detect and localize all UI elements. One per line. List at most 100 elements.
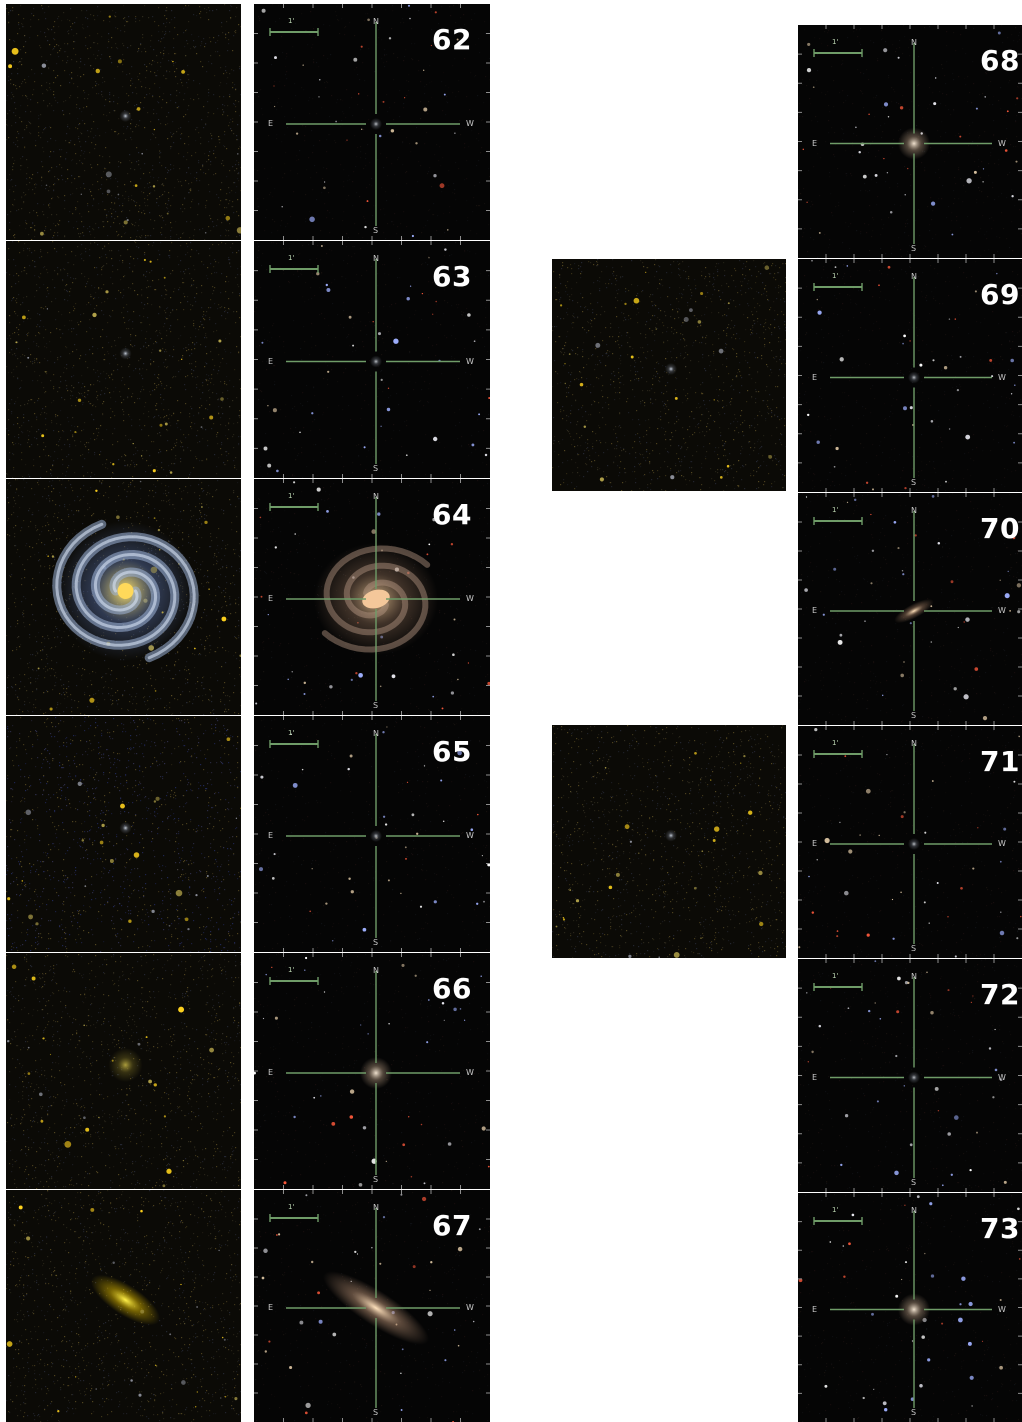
sdss-image <box>254 241 490 478</box>
galaxy <box>90 1274 161 1326</box>
crosshair <box>813 744 992 944</box>
galaxy <box>370 355 382 368</box>
star-field <box>804 495 1022 721</box>
star-field <box>8 15 241 236</box>
galex-panel-65 <box>6 716 241 952</box>
frame-ticks <box>798 259 1022 492</box>
frame-ticks <box>254 716 490 952</box>
star-field <box>802 31 1019 236</box>
galex-panel-64 <box>6 479 241 715</box>
star-field <box>7 737 241 931</box>
star-field <box>261 4 459 238</box>
galex-image <box>6 4 241 240</box>
galaxy <box>665 363 677 375</box>
north-label: N <box>373 1203 379 1212</box>
star-field <box>261 1193 481 1422</box>
sdss-image <box>254 1190 490 1422</box>
sky-noise <box>798 493 1022 725</box>
frame-ticks <box>254 241 490 478</box>
galaxy <box>908 1071 920 1084</box>
star-field <box>261 245 490 473</box>
south-label: S <box>911 711 917 720</box>
sdss-image <box>254 479 490 715</box>
sky-noise <box>254 716 490 952</box>
east-label: E <box>812 1072 818 1082</box>
star-field <box>798 728 1022 958</box>
north-label: N <box>373 17 379 26</box>
crosshair <box>269 22 460 226</box>
galex-image <box>6 241 241 478</box>
scale-bar-label: 1' <box>832 1206 839 1214</box>
frame-ticks <box>798 1193 1022 1422</box>
scale-bar-label: 1' <box>832 972 839 980</box>
west-label: W <box>998 606 1006 615</box>
sky-noise <box>798 260 1022 492</box>
sdss-panel-63: 63 N S E W 1' <box>254 241 490 478</box>
scale-bar-label: 1' <box>832 739 839 747</box>
north-label: N <box>911 272 917 281</box>
crosshair <box>813 277 992 478</box>
east-label: E <box>812 1304 818 1314</box>
sky-noise <box>6 241 241 478</box>
frame-ticks <box>254 4 490 240</box>
north-label: N <box>911 972 917 981</box>
east-label: E <box>812 138 818 148</box>
panel-number: 73 <box>980 1212 1020 1245</box>
crosshair <box>269 259 460 464</box>
galaxy <box>894 598 934 624</box>
frame-ticks <box>254 953 490 1189</box>
sdss-panel-68: 68 N S E W 1' <box>798 25 1022 258</box>
sky-noise <box>799 959 1022 1192</box>
east-label: E <box>812 372 818 382</box>
east-label: E <box>268 831 274 840</box>
sdss-panel-70: 70 N S E W 1' <box>798 493 1022 725</box>
galaxy <box>119 347 132 360</box>
galaxy <box>119 822 132 834</box>
sdss-image <box>254 953 490 1189</box>
galex-image <box>552 725 786 958</box>
north-label: N <box>373 492 379 501</box>
galex-panel-62 <box>6 4 241 240</box>
south-label: S <box>373 938 379 947</box>
sky-noise <box>798 25 1022 258</box>
frame-ticks <box>254 479 490 715</box>
scale-bar-label: 1' <box>832 38 839 46</box>
galaxy <box>119 110 132 122</box>
scale-bar-label: 1' <box>288 729 295 737</box>
crosshair <box>813 511 992 711</box>
sky-noise <box>798 1193 1022 1422</box>
crosshair <box>269 971 460 1175</box>
scale-bar-label: 1' <box>288 254 295 262</box>
crosshair <box>813 43 992 244</box>
galex-image <box>6 1190 241 1422</box>
galaxy <box>52 519 199 663</box>
west-label: W <box>998 138 1006 148</box>
sdss-image <box>798 25 1022 258</box>
south-label: S <box>911 944 917 953</box>
scale-bar-label: 1' <box>832 506 839 514</box>
north-label: N <box>911 506 917 515</box>
sky-noise <box>254 953 489 1189</box>
west-label: W <box>466 1068 474 1077</box>
panel-number: 67 <box>432 1209 472 1242</box>
east-label: E <box>812 606 818 615</box>
west-label: W <box>466 1303 474 1312</box>
crosshair <box>813 977 992 1178</box>
sdss-image <box>254 4 490 240</box>
crosshair <box>269 497 460 701</box>
scale-bar-label: 1' <box>288 966 295 974</box>
galex-image <box>552 259 786 491</box>
crosshair <box>269 1208 460 1408</box>
star-field <box>806 960 1007 1187</box>
east-label: E <box>268 356 274 366</box>
star-field <box>15 258 224 474</box>
galex-panel-71 <box>552 725 786 958</box>
north-label: N <box>373 966 379 975</box>
sky-noise <box>552 259 786 491</box>
sdss-panel-67: 67 N S E W 1' <box>254 1190 490 1422</box>
south-label: S <box>373 1175 379 1184</box>
sdss-image <box>798 959 1022 1192</box>
south-label: S <box>373 226 379 235</box>
south-label: S <box>373 1408 379 1417</box>
west-label: W <box>998 839 1006 848</box>
